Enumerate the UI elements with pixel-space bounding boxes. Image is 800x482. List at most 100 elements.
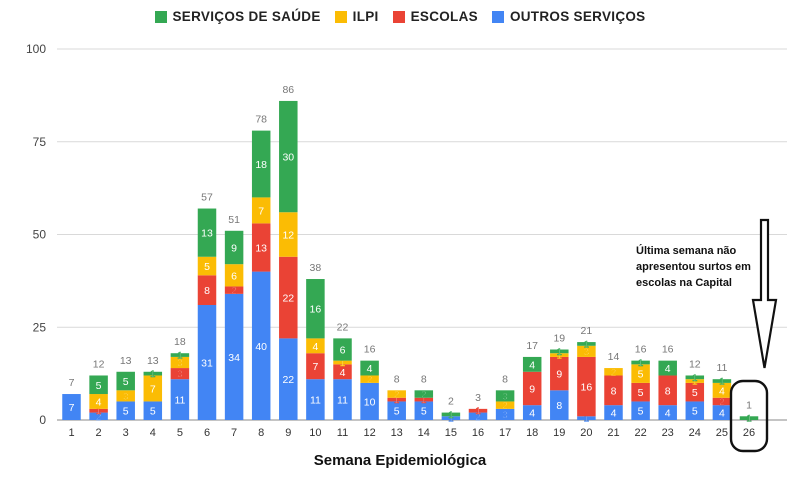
bar-segment [306, 338, 325, 354]
data-label: 2 [394, 390, 399, 401]
data-label: 4 [367, 363, 373, 375]
x-tick-label: 10 [309, 427, 321, 439]
legend-item-escolas: ESCOLAS [392, 9, 478, 24]
x-tick-label: 9 [285, 427, 291, 439]
data-label: 5 [204, 261, 210, 273]
x-tick-label: 20 [580, 427, 592, 439]
legend-label-escolas: ESCOLAS [410, 9, 478, 24]
legend-swatch-outros [491, 10, 504, 23]
bar-segment [306, 379, 325, 420]
x-axis-label: Semana Epidemiológica [313, 452, 487, 469]
total-label: 3 [475, 392, 481, 404]
bar-segment [577, 345, 596, 357]
data-label: 8 [204, 285, 210, 297]
legend-item-saude: SERVIÇOS DE SAÚDE [154, 9, 321, 24]
data-label: 3 [177, 369, 182, 380]
data-label: 5 [123, 406, 129, 418]
total-label: 17 [526, 340, 538, 352]
data-label: 1 [150, 369, 155, 380]
data-label: 3 [502, 391, 507, 402]
bar-segment [441, 412, 461, 417]
x-tick-label: 1 [68, 427, 74, 439]
bar-segment [712, 405, 732, 420]
x-tick-label: 8 [258, 427, 264, 439]
data-label: 9 [231, 242, 237, 254]
bar-segment [89, 375, 108, 395]
bar-segment [89, 412, 108, 420]
data-label: 5 [638, 387, 644, 399]
data-label: 4 [665, 363, 671, 375]
total-label: 1 [746, 399, 752, 411]
data-label: 1 [340, 358, 345, 369]
total-label: 13 [120, 355, 132, 367]
data-label: 3 [502, 410, 507, 421]
total-label: 16 [662, 344, 674, 356]
data-label: 5 [638, 406, 644, 418]
data-label: 4 [312, 341, 318, 353]
bar-segment [577, 356, 596, 417]
legend-label-saude: SERVIÇOS DE SAÚDE [172, 9, 321, 24]
data-label: 22 [282, 374, 294, 386]
bar-segment [604, 368, 623, 376]
bar-segment [170, 379, 190, 420]
bar-segment [360, 375, 379, 383]
x-tick-label: 23 [662, 427, 674, 439]
data-label: 5 [692, 406, 698, 418]
bar-segment [712, 379, 732, 383]
data-label: 5 [150, 406, 156, 418]
x-tick-label: 24 [689, 427, 701, 439]
y-tick-label: 50 [33, 228, 47, 242]
bar-segment [550, 349, 569, 354]
bar-segment [468, 412, 488, 420]
y-tick-label: 75 [33, 135, 47, 149]
bar-segment [685, 375, 705, 380]
data-label: 1 [692, 373, 697, 384]
data-label: 10 [364, 396, 376, 408]
data-label: 2 [611, 367, 616, 378]
bar-segment [739, 416, 759, 420]
data-label: 2 [96, 412, 101, 423]
bar-segment [522, 405, 542, 420]
data-label: 1 [394, 395, 399, 406]
bar-segment [604, 405, 623, 420]
bar-segment [62, 394, 81, 420]
bar-segment [116, 401, 135, 420]
bar-segment [495, 408, 515, 420]
data-label: 13 [255, 242, 267, 254]
data-label: 1 [177, 351, 182, 362]
y-tick-label: 100 [26, 42, 46, 56]
data-label: 4 [529, 359, 535, 371]
x-tick-label: 7 [231, 427, 237, 439]
total-label: 2 [448, 396, 454, 408]
bar-segment [333, 338, 352, 361]
annotation-line-2: apresentou surtos em [636, 261, 751, 273]
total-label: 21 [581, 325, 593, 337]
data-label: 1 [557, 351, 562, 362]
bar-segment [685, 401, 705, 420]
total-label: 14 [608, 351, 620, 363]
total-label: 38 [310, 262, 322, 274]
bar-segment [197, 208, 217, 257]
x-tick-label: 15 [445, 427, 457, 439]
y-tick-label: 0 [39, 413, 46, 427]
total-label: 11 [716, 362, 727, 374]
bar-segment [414, 390, 434, 398]
bar-segment [224, 286, 244, 294]
bar-segment [577, 416, 596, 420]
bar-segment [712, 397, 732, 406]
data-label: 1 [448, 410, 453, 421]
bar-segment [251, 271, 271, 420]
bar-segment [685, 379, 705, 383]
data-label: 22 [282, 293, 294, 305]
data-label: 34 [228, 352, 240, 364]
data-label: 13 [201, 228, 213, 240]
total-label: 86 [282, 84, 294, 96]
data-label: 3 [123, 391, 128, 402]
bar-segment [251, 197, 271, 224]
bar-segment [658, 360, 677, 376]
data-label: 8 [611, 385, 617, 397]
total-label: 7 [69, 377, 75, 389]
data-label: 3 [584, 347, 589, 358]
bar-segment [333, 364, 352, 380]
x-tick-label: 4 [150, 427, 156, 439]
